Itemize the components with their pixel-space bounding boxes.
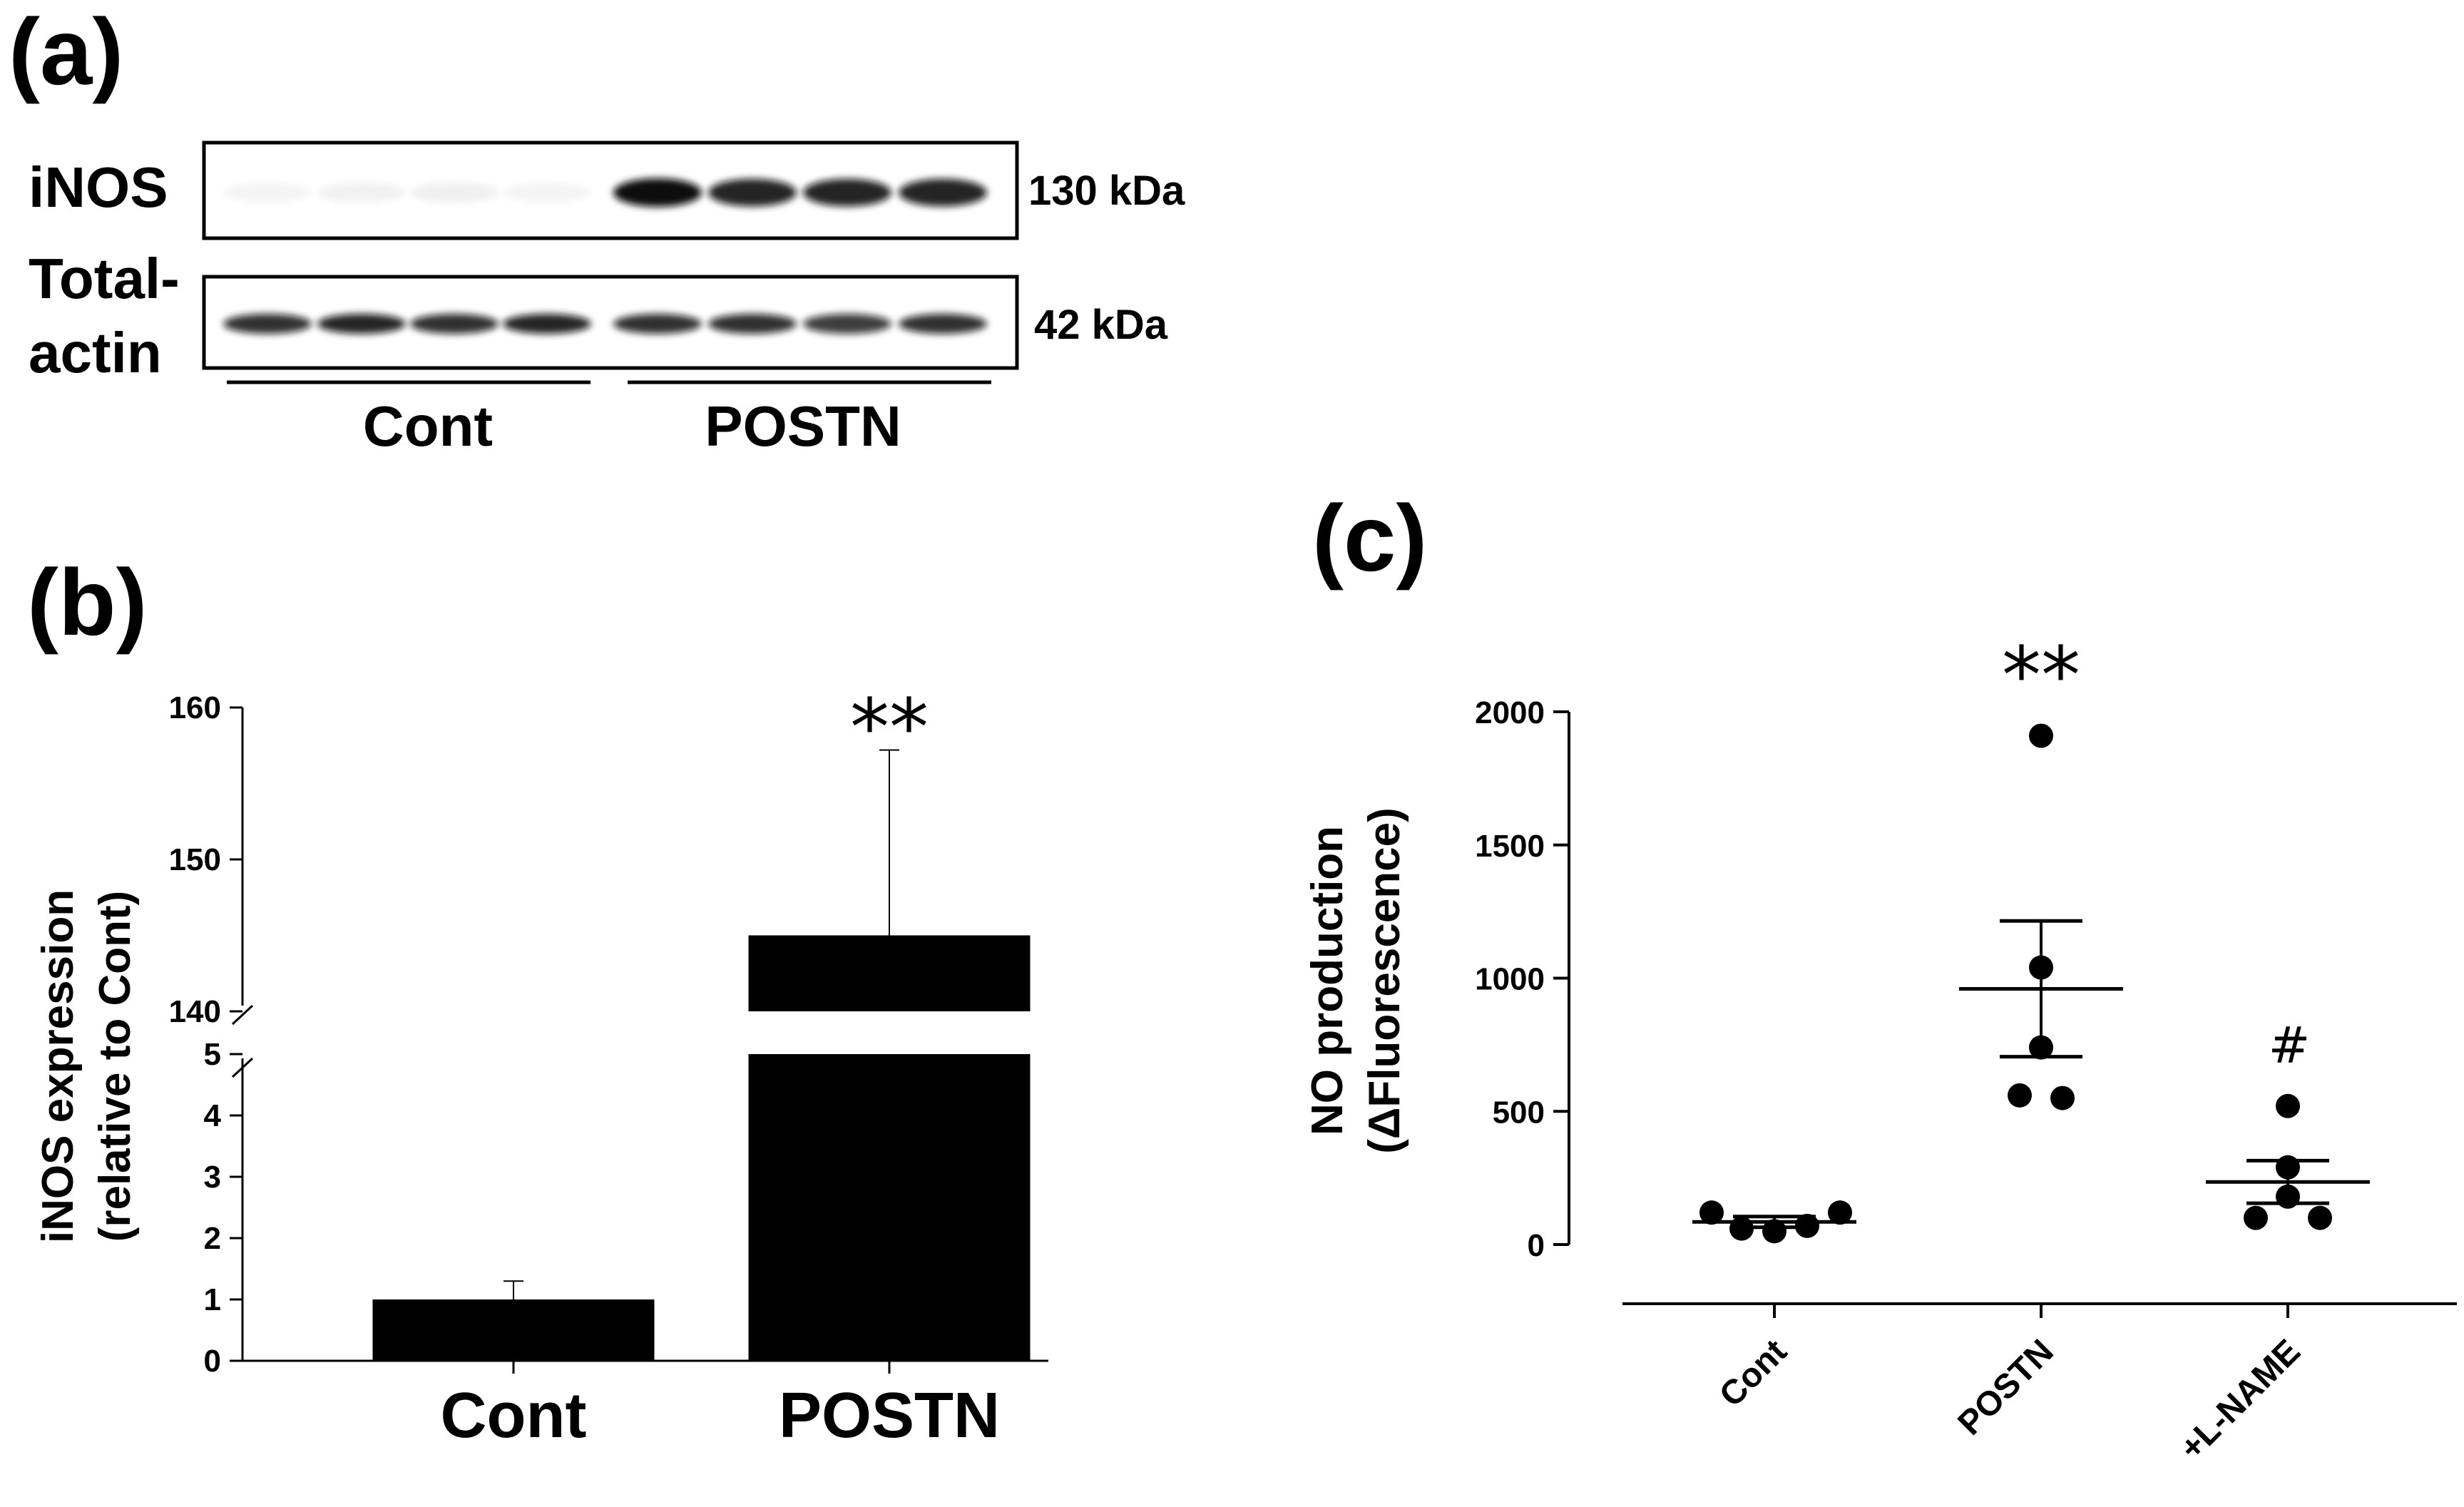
band-inos-lane-8 (899, 178, 987, 207)
c-xtick-label: Cont (1712, 1332, 1794, 1414)
b-significance-postn: ** (850, 682, 929, 773)
panel-a-letter: (a) (9, 0, 123, 104)
c-annotation-lname: # (2269, 1016, 2311, 1075)
kda-label-actin: 42 kDa (1034, 302, 1168, 348)
b-axis-break-mark-upper (231, 1004, 254, 1026)
blot-label-actin: actin (29, 321, 162, 384)
b-bar-postn-upper (748, 935, 1031, 1011)
bands-actin (223, 314, 987, 334)
band-actin-lane-5 (613, 314, 702, 334)
c-xtick-label: +L-NAME (2173, 1332, 2308, 1467)
c-ytick-label: 500 (1493, 1095, 1545, 1130)
band-actin-lane-1 (223, 314, 312, 334)
c-point-postn (2050, 1085, 2075, 1110)
b-ytick-label: 0 (204, 1344, 221, 1379)
c-point-cont (1699, 1200, 1724, 1225)
c-ytick-label: 1500 (1475, 829, 1545, 864)
band-inos-lane-4 (503, 182, 591, 203)
band-inos-lane-3 (410, 182, 499, 203)
b-ylabel-line1: iNOS expression (34, 889, 83, 1243)
b-ytick-label: 140 (169, 994, 221, 1029)
b-ytick-label: 1 (204, 1282, 221, 1317)
band-actin-lane-4 (503, 314, 591, 334)
b-ytick-label: 3 (204, 1160, 221, 1195)
c-ylabel-line1: NO production (1303, 826, 1352, 1135)
c-point-postn (2029, 723, 2053, 748)
panel-b-letter: (b) (27, 550, 148, 655)
kda-label-inos: 130 kDa (1028, 168, 1185, 214)
band-actin-lane-8 (899, 314, 987, 334)
c-point-cont (1762, 1219, 1786, 1244)
band-inos-lane-2 (317, 182, 406, 203)
b-ytick-label: 5 (204, 1037, 221, 1072)
c-ytick-label: 1000 (1475, 962, 1545, 997)
band-inos-lane-5 (613, 178, 702, 207)
b-axis-break-mark-lower (231, 1057, 254, 1078)
c-ytick-label: 0 (1528, 1228, 1545, 1263)
c-ylabel-line2: (ΔFluorescence) (1360, 807, 1409, 1154)
band-actin-lane-2 (317, 314, 406, 334)
band-inos-lane-7 (803, 178, 891, 207)
band-actin-lane-3 (410, 314, 499, 334)
group-label-cont: Cont (363, 394, 493, 458)
panel-c-letter: (c) (1312, 486, 1427, 591)
b-bar-cont (372, 1299, 655, 1361)
bands-inos (223, 178, 987, 207)
c-point-cont (1828, 1200, 1852, 1225)
blot-label-inos: iNOS (29, 155, 168, 219)
b-bar-postn-lower (748, 1054, 1031, 1361)
b-ytick-label: 2 (204, 1221, 221, 1256)
panel-a: (a) iNOS Total- actin 130 kDa 42 kDa Con… (9, 0, 1185, 458)
band-inos-lane-6 (708, 178, 797, 207)
b-ytick-label: 160 (169, 690, 221, 725)
blot-label-total: Total- (29, 247, 180, 310)
c-ytick-label: 2000 (1475, 695, 1545, 730)
b-xtick-label: Cont (441, 1380, 587, 1451)
panel-b: (b) iNOS expression (relative to Cont) 0… (27, 550, 1048, 1451)
panel-c: (c) NO production (ΔFluorescence) 0 500 10… (1303, 486, 2457, 1468)
c-point-lname (2308, 1205, 2332, 1230)
band-actin-lane-7 (803, 314, 891, 334)
band-inos-lane-1 (223, 182, 312, 203)
chart-b: 0 1 2 3 4 5 140 150 160 Cont POSTN ** (169, 682, 1048, 1451)
c-point-postn (2008, 1083, 2032, 1108)
c-point-lname (2244, 1205, 2268, 1230)
chart-c: 0 500 1000 1500 2000 Cont POSTN +L-NAME ** # (1475, 630, 2457, 1468)
c-xtick-label: POSTN (1951, 1332, 2060, 1442)
b-ytick-label: 150 (169, 842, 221, 877)
c-significance-postn: ** (2002, 630, 2080, 721)
band-actin-lane-6 (708, 314, 797, 334)
b-ytick-label: 4 (204, 1098, 222, 1133)
b-xtick-label: POSTN (779, 1380, 1000, 1451)
c-point-lname (2276, 1093, 2300, 1118)
b-ylabel-line2: (relative to Cont) (91, 891, 140, 1242)
group-label-postn: POSTN (705, 394, 901, 458)
